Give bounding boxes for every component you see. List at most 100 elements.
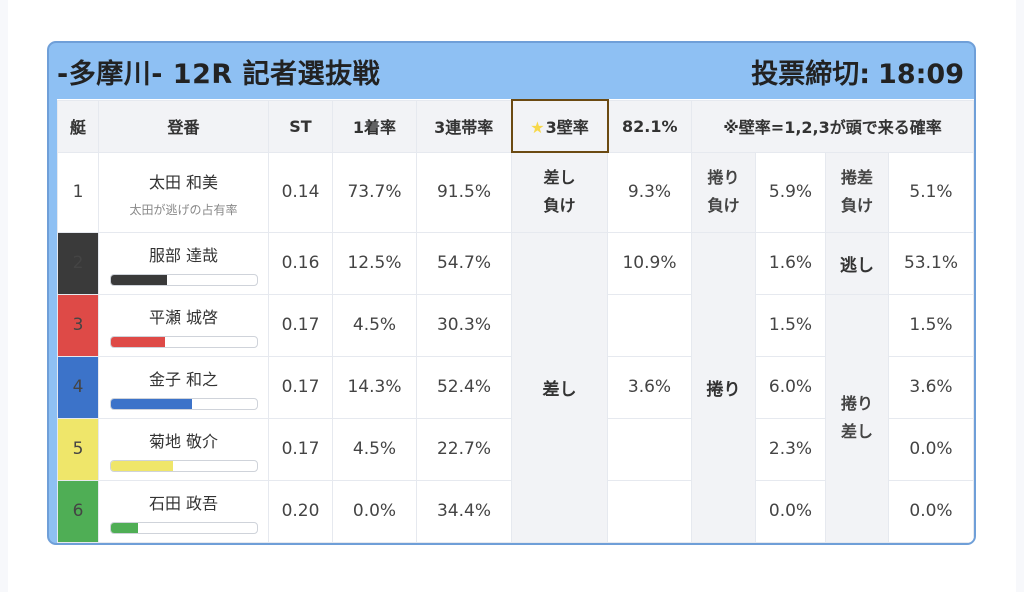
lane-number: 4 <box>57 355 99 419</box>
racer-name: 金子 和之 <box>148 370 219 389</box>
col-first-rate: 1着率 <box>332 99 417 153</box>
col-top3-rate: 3連帯率 <box>416 99 512 153</box>
makurisashi-label: 捲り 差し <box>825 293 889 543</box>
deadline-label: 投票締切: <box>751 58 871 90</box>
sashi-pct <box>607 479 692 543</box>
wall-rate-note: ※壁率=1,2,3が頭で来る確率 <box>691 99 974 153</box>
makuri-pct: 1.6% <box>755 231 826 295</box>
table-row: 3 平瀬 城啓 0.17 4.5% 30.3% 1.5% 捲り差し 1.5% <box>57 293 974 543</box>
wall-rate-value: 82.1% <box>607 99 692 153</box>
makuri-pct: 2.3% <box>755 417 826 481</box>
makurisashi-pct: 0.0% <box>888 417 974 481</box>
top3-rate-value: 34.4% <box>416 479 512 543</box>
st-value: 0.17 <box>268 293 333 357</box>
top3-rate-value: 22.7% <box>416 417 512 481</box>
lane-number: 6 <box>57 479 99 543</box>
top3-rate-value: 91.5% <box>416 151 512 233</box>
makuri-pct: 6.0% <box>755 355 826 419</box>
nige-label: 逃し <box>825 231 889 295</box>
tag-line: 負け <box>543 196 576 216</box>
card-header: -多摩川- 12R 記者選抜戦 投票締切: 18:09 <box>49 43 974 99</box>
tag-line: 差し <box>543 168 576 188</box>
table-row: 6 石田 政吾 0.20 0.0% 34.4% 0.0% 0.0% <box>57 479 974 543</box>
sashi-pct <box>607 293 692 357</box>
deadline-time: 18:09 <box>878 58 964 90</box>
col-lane: 艇 <box>57 99 99 153</box>
race-title: -多摩川- 12R 記者選抜戦 <box>57 58 381 90</box>
sashi-make-label: 差し 負け <box>511 151 608 233</box>
makurisashi-make-label: 捲差 負け <box>825 151 889 233</box>
first-rate-value: 0.0% <box>332 479 417 543</box>
sashi-pct: 3.6% <box>607 355 692 419</box>
racer-cell: 金子 和之 <box>98 355 269 419</box>
first-rate-value: 14.3% <box>332 355 417 419</box>
makurisashi-pct: 1.5% <box>888 293 974 357</box>
sashi-label: 差し <box>511 231 608 543</box>
rating-bar <box>109 460 258 472</box>
makuri-make-label: 捲り 負け <box>691 151 756 233</box>
rating-bar-fill <box>110 275 168 285</box>
sashi-make-pct: 9.3% <box>607 151 692 233</box>
table-row: 1 太田 和美 太田が逃げの占有率 0.14 73.7% 91.5% 差し 負け … <box>57 151 974 233</box>
top3-rate-value: 52.4% <box>416 355 512 419</box>
racer-name: 石田 政吾 <box>148 494 219 513</box>
rating-bar <box>109 336 258 348</box>
racer-name: 平瀬 城啓 <box>148 308 219 327</box>
nige-pct: 53.1% <box>888 231 974 295</box>
wall-rate-header: ★3壁率 <box>510 99 609 153</box>
makuri-make-pct: 5.9% <box>755 151 826 233</box>
st-value: 0.14 <box>268 151 333 233</box>
rating-bar <box>109 522 258 534</box>
makuri-label: 捲り <box>691 231 756 543</box>
deadline: 投票締切: 18:09 <box>751 52 964 91</box>
col-st: ST <box>268 99 333 153</box>
wall-rate-label: 3壁率 <box>545 118 589 137</box>
first-rate-value: 12.5% <box>332 231 417 295</box>
racer-cell: 太田 和美 太田が逃げの占有率 <box>98 151 269 233</box>
st-value: 0.16 <box>268 231 333 295</box>
racer-cell: 菊地 敬介 <box>98 417 269 481</box>
first-rate-value: 4.5% <box>332 293 417 357</box>
st-value: 0.17 <box>268 355 333 419</box>
first-rate-value: 73.7% <box>332 151 417 233</box>
tag-line: 捲り <box>840 394 873 413</box>
rating-bar-fill <box>110 337 165 347</box>
racer-name: 服部 達哉 <box>148 246 219 265</box>
top3-rate-value: 54.7% <box>416 231 512 295</box>
st-value: 0.17 <box>268 417 333 481</box>
racer-cell: 服部 達哉 <box>98 231 269 295</box>
lane-number: 3 <box>57 293 99 357</box>
racer-cell: 石田 政吾 <box>98 479 269 543</box>
top3-rate-value: 30.3% <box>416 293 512 357</box>
tag-line: 差し <box>840 422 873 441</box>
racer-name: 太田 和美 <box>148 172 219 192</box>
makurisashi-make-pct: 5.1% <box>888 151 974 233</box>
star-icon: ★ <box>530 118 545 137</box>
table-row: 4 金子 和之 0.17 14.3% 52.4% 3.6% 6.0% 3.6% <box>57 355 974 419</box>
tag-line: 負け <box>707 196 740 215</box>
lane-number: 2 <box>57 231 99 295</box>
tag-line: 捲り <box>707 168 740 187</box>
makuri-pct: 0.0% <box>755 479 826 543</box>
escape-share-note: 太田が逃げの占有率 <box>129 202 238 217</box>
makurisashi-pct: 3.6% <box>888 355 974 419</box>
table-row: 2 服部 達哉 0.16 12.5% 54.7% 差し 10.9% 捲り 1.6… <box>57 231 974 543</box>
racer-cell: 平瀬 城啓 <box>98 293 269 357</box>
rating-bar <box>109 398 258 410</box>
sashi-pct <box>607 417 692 481</box>
tag-line: 負け <box>840 196 873 215</box>
rating-bar-fill <box>110 461 174 471</box>
race-prediction-card: -多摩川- 12R 記者選抜戦 投票締切: 18:09 艇 登番 ST 1着率 3… <box>47 41 976 545</box>
rating-bar <box>109 274 258 286</box>
sashi-pct: 10.9% <box>607 231 692 295</box>
rating-bar-fill <box>110 523 139 533</box>
st-value: 0.20 <box>268 479 333 543</box>
header-row: 艇 登番 ST 1着率 3連帯率 ★3壁率 82.1% ※壁率=1,2,3が頭で… <box>57 99 974 153</box>
makuri-pct: 1.5% <box>755 293 826 357</box>
table-row: 5 菊地 敬介 0.17 4.5% 22.7% 2.3% 0.0% <box>57 417 974 481</box>
makurisashi-pct: 0.0% <box>888 479 974 543</box>
lane-number: 5 <box>57 417 99 481</box>
stats-table: 艇 登番 ST 1着率 3連帯率 ★3壁率 82.1% ※壁率=1,2,3が頭で… <box>57 99 974 543</box>
rating-bar-fill <box>110 399 193 409</box>
first-rate-value: 4.5% <box>332 417 417 481</box>
